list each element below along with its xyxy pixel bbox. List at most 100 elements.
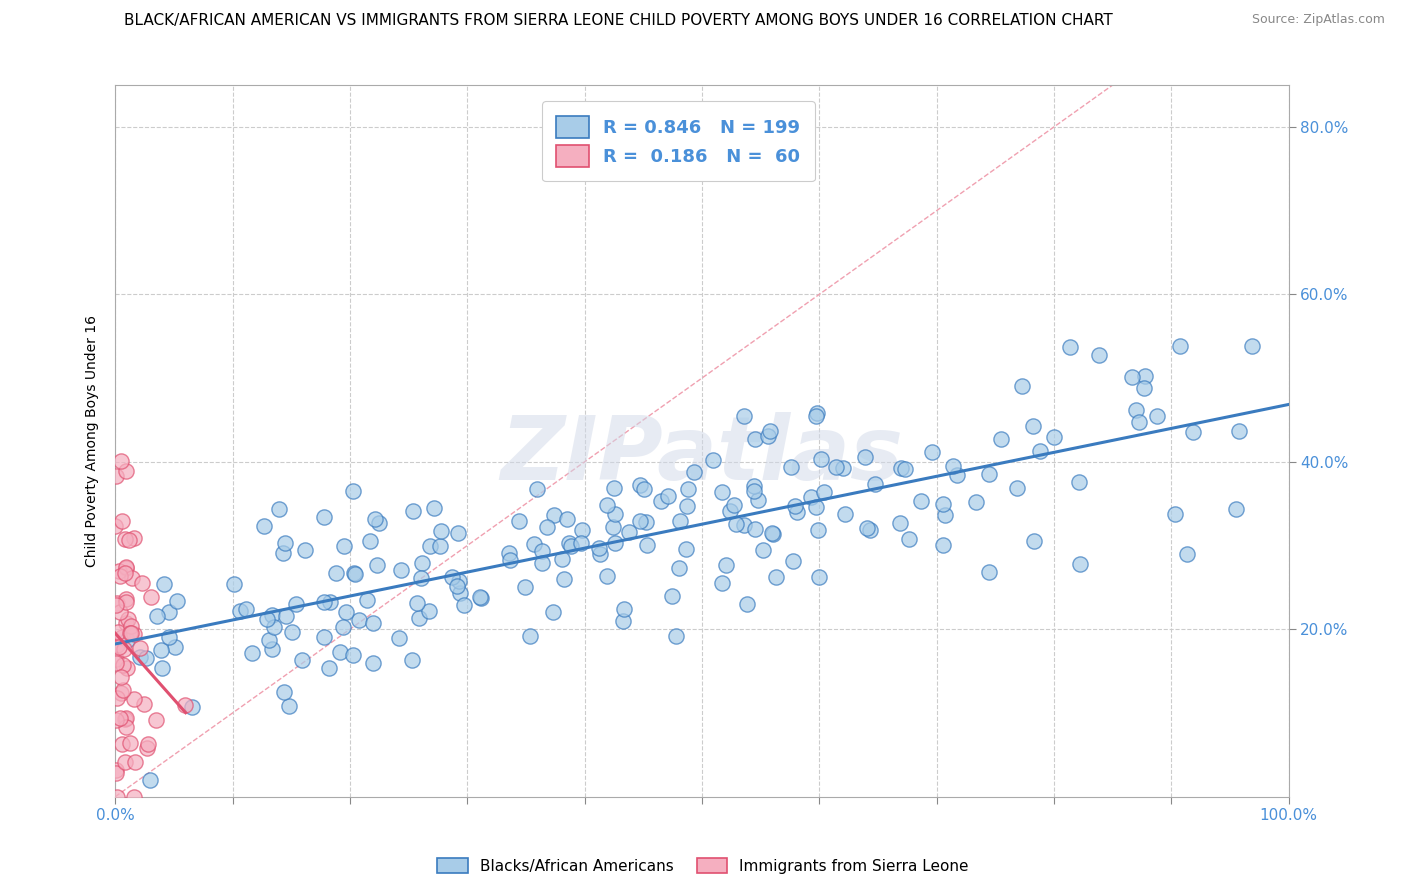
Point — [149, 643, 172, 657]
Point — [262, 607, 284, 622]
Point — [1121, 369, 1143, 384]
Point — [423, 501, 446, 516]
Point — [605, 536, 627, 550]
Point — [274, 535, 297, 549]
Point — [273, 684, 295, 698]
Point — [932, 497, 955, 511]
Point — [163, 640, 186, 654]
Point — [347, 613, 370, 627]
Point — [617, 525, 640, 540]
Point — [319, 594, 342, 608]
Point — [263, 620, 285, 634]
Point — [114, 712, 136, 726]
Point — [449, 574, 471, 588]
Point — [786, 505, 808, 519]
Point — [824, 459, 846, 474]
Point — [342, 648, 364, 662]
Point — [335, 605, 357, 619]
Point — [531, 543, 554, 558]
Point — [965, 495, 987, 509]
Point — [366, 558, 388, 572]
Point — [342, 483, 364, 498]
Point — [361, 656, 384, 670]
Point — [135, 740, 157, 755]
Point — [1182, 425, 1205, 439]
Point — [702, 453, 724, 467]
Point — [1133, 369, 1156, 384]
Point — [115, 711, 138, 725]
Point — [1042, 430, 1064, 444]
Point — [271, 545, 294, 559]
Point — [979, 467, 1001, 481]
Point — [523, 537, 546, 551]
Point — [105, 598, 128, 612]
Point — [115, 661, 138, 675]
Point — [131, 576, 153, 591]
Point — [588, 547, 610, 561]
Point — [1225, 502, 1247, 516]
Point — [114, 464, 136, 478]
Point — [513, 580, 536, 594]
Point — [897, 532, 920, 546]
Point — [110, 454, 132, 468]
Point — [105, 596, 128, 610]
Point — [724, 517, 747, 532]
Point — [114, 566, 136, 580]
Point — [388, 631, 411, 645]
Point — [808, 570, 831, 584]
Point — [136, 737, 159, 751]
Point — [368, 516, 391, 530]
Point — [453, 598, 475, 612]
Point — [120, 626, 142, 640]
Point — [1168, 339, 1191, 353]
Point — [343, 567, 366, 582]
Point — [139, 772, 162, 787]
Point — [602, 481, 624, 495]
Point — [893, 462, 915, 476]
Point — [804, 409, 827, 423]
Point — [150, 661, 173, 675]
Point — [747, 493, 769, 508]
Point — [558, 536, 581, 550]
Point — [129, 650, 152, 665]
Text: ZIPatlas: ZIPatlas — [501, 411, 904, 499]
Point — [889, 460, 911, 475]
Point — [756, 429, 779, 443]
Point — [124, 691, 146, 706]
Point — [118, 736, 141, 750]
Point — [683, 465, 706, 479]
Y-axis label: Child Poverty Among Boys Under 16: Child Poverty Among Boys Under 16 — [86, 315, 100, 567]
Point — [118, 533, 141, 548]
Point — [446, 579, 468, 593]
Point — [733, 409, 755, 424]
Point — [1088, 348, 1111, 362]
Point — [676, 483, 699, 497]
Point — [612, 614, 634, 628]
Point — [853, 450, 876, 465]
Point — [650, 494, 672, 508]
Point — [571, 523, 593, 537]
Point — [613, 602, 636, 616]
Point — [363, 616, 385, 631]
Point — [124, 627, 146, 641]
Point — [921, 445, 943, 459]
Point — [429, 524, 451, 538]
Point — [526, 482, 548, 496]
Point — [121, 571, 143, 585]
Point — [765, 570, 787, 584]
Point — [536, 520, 558, 534]
Point — [343, 566, 366, 581]
Point — [569, 536, 592, 550]
Point — [256, 612, 278, 626]
Legend: Blacks/African Americans, Immigrants from Sierra Leone: Blacks/African Americans, Immigrants fro… — [432, 852, 974, 880]
Point — [470, 591, 492, 605]
Point — [108, 569, 131, 583]
Point — [735, 597, 758, 611]
Point — [111, 630, 134, 644]
Point — [596, 498, 619, 512]
Point — [761, 526, 783, 541]
Point — [752, 543, 775, 558]
Point — [105, 638, 128, 652]
Point — [222, 577, 245, 591]
Point — [129, 640, 152, 655]
